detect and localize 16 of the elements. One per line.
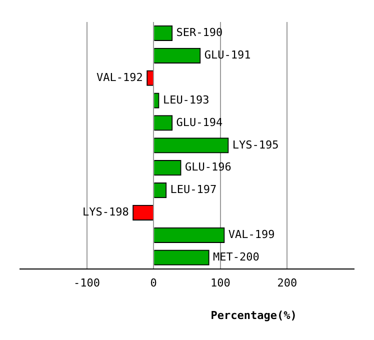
y-tick-label: GLU-191 bbox=[204, 48, 251, 62]
y-tick-label: VAL-192 bbox=[96, 70, 143, 84]
x-axis-title: Percentage(%) bbox=[210, 308, 297, 322]
y-tick-label: MET-200 bbox=[213, 250, 260, 264]
x-tick-label: 100 bbox=[210, 276, 230, 290]
y-tick-label: LYS-198 bbox=[82, 206, 129, 219]
y-tick-label: GLU-194 bbox=[176, 116, 224, 129]
y-tick-label: VAL-199 bbox=[228, 228, 275, 242]
x-tick-label: -100 bbox=[74, 276, 100, 290]
x-tick-label: 0 bbox=[150, 276, 157, 290]
x-tick-label: 200 bbox=[277, 276, 298, 290]
y-tick-label: LEU-193 bbox=[162, 93, 210, 106]
y-tick-label: SER-190 bbox=[176, 26, 223, 40]
y-tick-label: GLU-196 bbox=[184, 160, 232, 174]
y-tick-label: LEU-197 bbox=[170, 183, 217, 196]
y-tick-label: LYS-195 bbox=[232, 138, 279, 152]
